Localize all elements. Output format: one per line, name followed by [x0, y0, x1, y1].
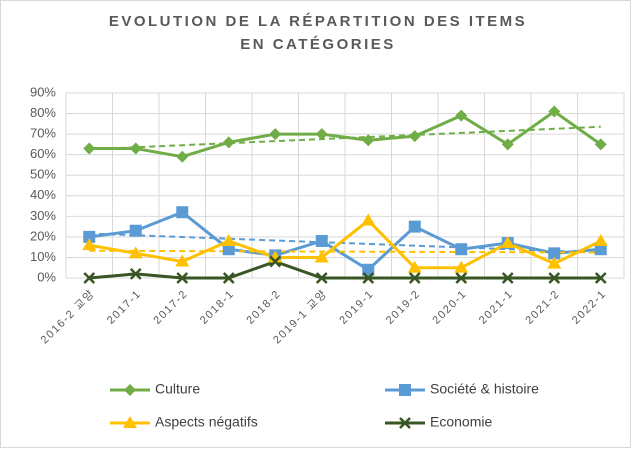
y-tick-label: 0% [37, 269, 56, 284]
marker [129, 268, 142, 280]
legend-label: Aspects négatifs [155, 414, 258, 430]
legend-label: Economie [430, 414, 492, 430]
marker [315, 272, 328, 284]
trendline [89, 249, 601, 254]
marker [222, 272, 235, 284]
marker [361, 213, 376, 226]
y-tick-label: 70% [30, 126, 56, 141]
marker [129, 142, 142, 155]
marker [455, 272, 468, 284]
marker [315, 235, 328, 247]
marker [176, 206, 189, 219]
marker [548, 247, 561, 260]
marker [129, 224, 142, 237]
marker [83, 272, 96, 284]
marker [408, 130, 421, 143]
marker [176, 150, 189, 163]
series-line [89, 259, 601, 280]
marker [548, 105, 561, 118]
legend-label: Société & histoire [430, 381, 539, 397]
marker [501, 272, 514, 284]
chart-title: EN CATÉGORIES [240, 36, 396, 53]
marker [128, 246, 143, 259]
marker [222, 136, 235, 149]
y-tick-label: 80% [30, 105, 56, 120]
marker [593, 234, 608, 246]
marker [548, 272, 561, 284]
marker [269, 128, 282, 141]
y-tick-label: 20% [30, 228, 56, 243]
marker [408, 220, 421, 233]
marker [314, 250, 329, 263]
marker [83, 142, 96, 155]
legend-marker [399, 417, 411, 429]
marker [362, 272, 375, 284]
marker [455, 109, 468, 122]
series-line [88, 218, 602, 270]
marker [500, 236, 515, 249]
y-tick-label: 30% [30, 208, 56, 223]
series-line [89, 109, 602, 159]
legend-marker [399, 384, 411, 396]
trendline [89, 232, 601, 254]
marker [315, 128, 328, 141]
marker [594, 138, 607, 151]
marker [176, 272, 189, 284]
marker [362, 134, 375, 147]
marker [455, 243, 468, 256]
marker [269, 255, 282, 268]
chart-title: EVOLUTION DE LA RÉPARTITION DES ITEMS [109, 13, 527, 30]
marker [408, 272, 421, 284]
y-tick-label: 10% [30, 249, 56, 264]
marker [175, 254, 190, 267]
marker [594, 272, 607, 284]
marker [501, 138, 514, 151]
marker [362, 263, 375, 276]
y-tick-label: 60% [30, 146, 56, 161]
legend-marker [124, 384, 136, 396]
y-tick-label: 40% [30, 187, 56, 202]
marker [454, 260, 469, 273]
marker [594, 243, 607, 256]
series-line [89, 210, 601, 272]
marker [83, 230, 96, 243]
marker [547, 256, 562, 269]
trendline [89, 125, 601, 151]
y-tick-label: 50% [30, 167, 56, 182]
legend-marker [123, 416, 137, 428]
legend-label: Culture [155, 381, 200, 397]
y-tick-label: 90% [30, 84, 56, 99]
marker [407, 260, 422, 273]
marker [222, 243, 235, 256]
marker [82, 238, 97, 251]
marker [221, 234, 236, 246]
